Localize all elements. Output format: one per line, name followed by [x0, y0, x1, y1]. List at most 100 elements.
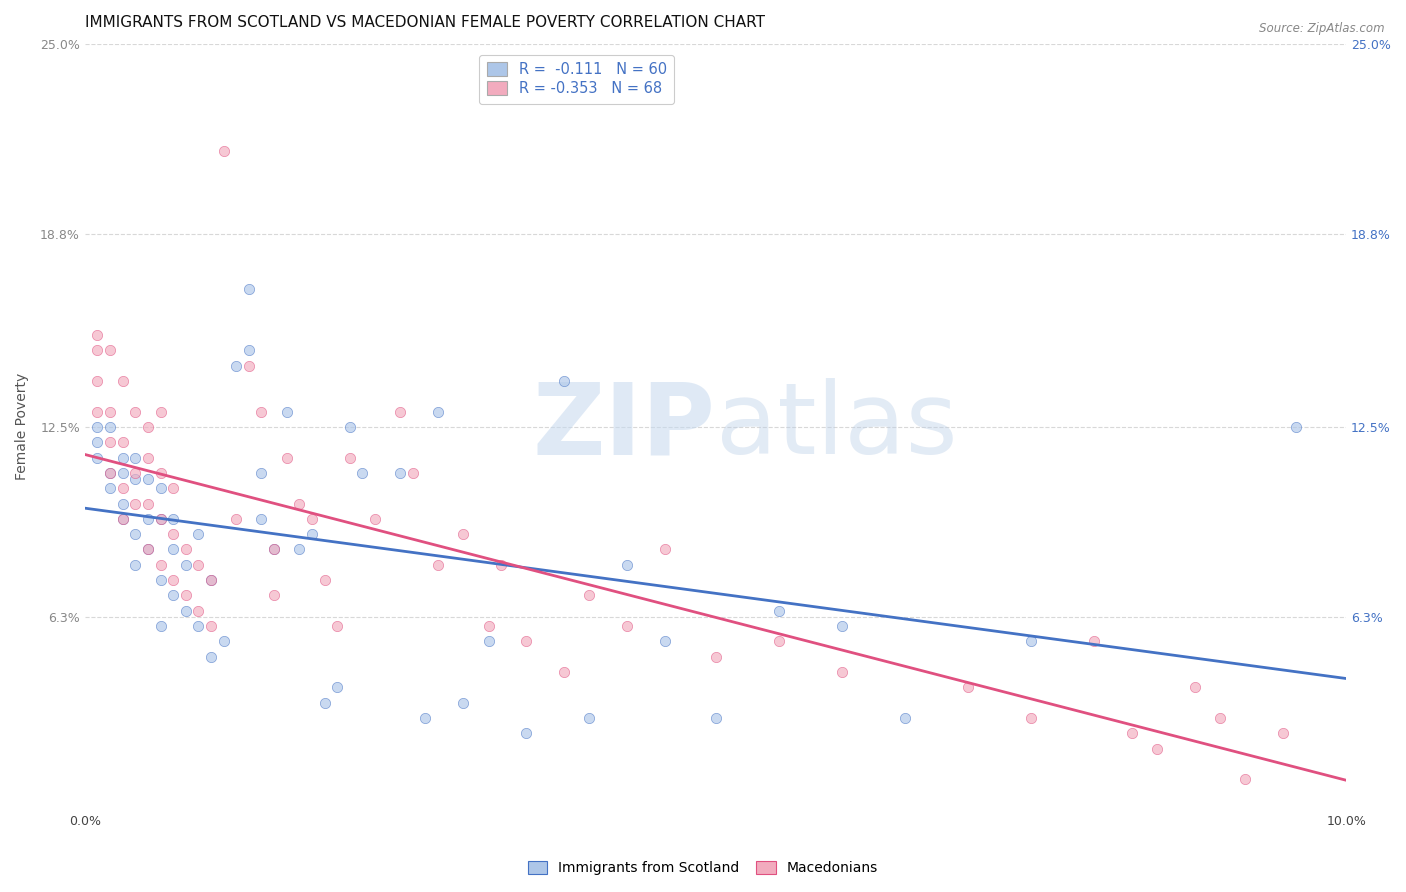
- Point: [1272, 726, 1295, 740]
- Point: [451, 696, 474, 710]
- Point: [200, 619, 222, 633]
- Point: [301, 512, 323, 526]
- Point: [86, 343, 108, 358]
- Point: [149, 466, 172, 480]
- Point: [553, 665, 575, 680]
- Point: [654, 542, 676, 557]
- Point: [1121, 726, 1143, 740]
- Point: [174, 558, 197, 572]
- Point: [187, 558, 209, 572]
- Point: [149, 512, 172, 526]
- Point: [1285, 420, 1308, 434]
- Point: [136, 472, 159, 486]
- Point: [276, 450, 298, 465]
- Point: [111, 512, 134, 526]
- Point: [136, 496, 159, 510]
- Point: [225, 359, 247, 373]
- Point: [111, 450, 134, 465]
- Point: [111, 466, 134, 480]
- Point: [187, 619, 209, 633]
- Point: [162, 542, 184, 557]
- Point: [250, 404, 273, 418]
- Point: [427, 558, 450, 572]
- Text: Source: ZipAtlas.com: Source: ZipAtlas.com: [1260, 22, 1385, 36]
- Point: [477, 619, 499, 633]
- Point: [389, 404, 412, 418]
- Point: [111, 512, 134, 526]
- Point: [515, 726, 537, 740]
- Point: [86, 404, 108, 418]
- Point: [149, 512, 172, 526]
- Point: [831, 619, 853, 633]
- Point: [263, 542, 285, 557]
- Point: [86, 435, 108, 450]
- Point: [149, 404, 172, 418]
- Point: [339, 420, 361, 434]
- Point: [389, 466, 412, 480]
- Point: [263, 542, 285, 557]
- Point: [704, 711, 727, 725]
- Point: [212, 144, 235, 158]
- Point: [1146, 741, 1168, 756]
- Point: [238, 282, 260, 296]
- Point: [288, 496, 311, 510]
- Point: [174, 542, 197, 557]
- Point: [1083, 634, 1105, 648]
- Point: [162, 527, 184, 541]
- Point: [149, 481, 172, 495]
- Point: [1234, 772, 1257, 787]
- Point: [162, 573, 184, 587]
- Text: atlas: atlas: [716, 378, 957, 475]
- Point: [124, 466, 146, 480]
- Point: [149, 558, 172, 572]
- Point: [314, 696, 336, 710]
- Point: [326, 681, 349, 695]
- Point: [174, 589, 197, 603]
- Point: [553, 374, 575, 388]
- Point: [162, 512, 184, 526]
- Point: [768, 634, 790, 648]
- Point: [326, 619, 349, 633]
- Point: [136, 512, 159, 526]
- Point: [98, 435, 121, 450]
- Point: [616, 619, 638, 633]
- Point: [86, 450, 108, 465]
- Point: [111, 481, 134, 495]
- Point: [86, 327, 108, 342]
- Point: [162, 589, 184, 603]
- Point: [98, 420, 121, 434]
- Point: [111, 374, 134, 388]
- Point: [276, 404, 298, 418]
- Point: [364, 512, 387, 526]
- Point: [515, 634, 537, 648]
- Point: [352, 466, 374, 480]
- Point: [162, 481, 184, 495]
- Point: [98, 404, 121, 418]
- Point: [415, 711, 437, 725]
- Point: [250, 466, 273, 480]
- Point: [187, 604, 209, 618]
- Point: [98, 466, 121, 480]
- Legend: Immigrants from Scotland, Macedonians: Immigrants from Scotland, Macedonians: [522, 855, 884, 880]
- Point: [212, 634, 235, 648]
- Point: [616, 558, 638, 572]
- Point: [263, 589, 285, 603]
- Point: [200, 573, 222, 587]
- Point: [136, 542, 159, 557]
- Point: [250, 512, 273, 526]
- Point: [124, 450, 146, 465]
- Point: [136, 542, 159, 557]
- Point: [111, 435, 134, 450]
- Point: [136, 450, 159, 465]
- Point: [124, 496, 146, 510]
- Point: [111, 496, 134, 510]
- Point: [174, 604, 197, 618]
- Point: [124, 404, 146, 418]
- Text: ZIP: ZIP: [533, 378, 716, 475]
- Point: [288, 542, 311, 557]
- Point: [1209, 711, 1232, 725]
- Point: [98, 343, 121, 358]
- Point: [768, 604, 790, 618]
- Point: [149, 573, 172, 587]
- Point: [578, 711, 600, 725]
